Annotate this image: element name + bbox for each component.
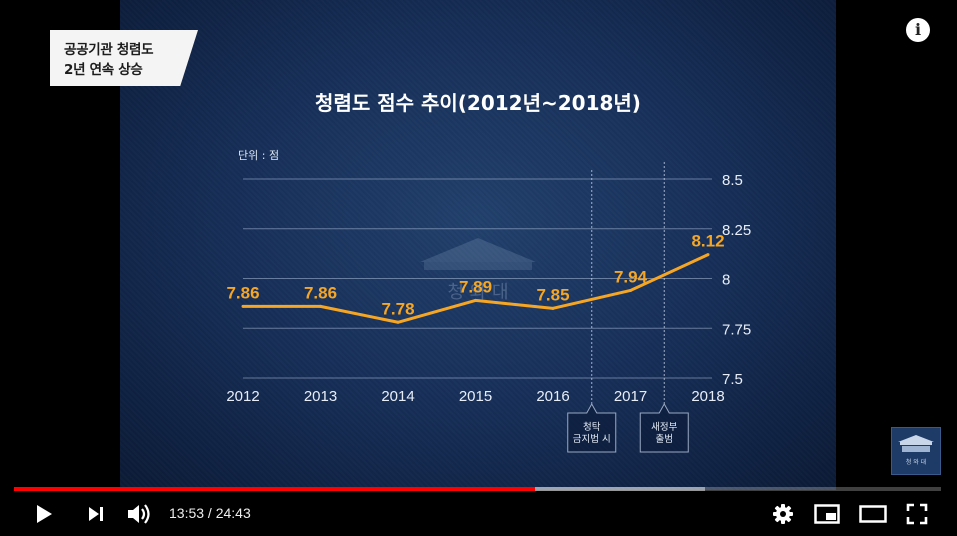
next-button[interactable]	[83, 500, 109, 528]
caption-line-1: 공공기관 청렴도	[64, 42, 154, 58]
data-label: 7.78	[381, 299, 414, 318]
y-tick-label: 8.25	[722, 222, 751, 239]
miniplayer-icon	[814, 504, 840, 524]
data-point	[474, 298, 477, 302]
fullscreen-icon	[906, 503, 928, 525]
x-tick-label: 2013	[304, 388, 337, 405]
annotation-text: 새정부	[651, 422, 677, 433]
x-tick-label: 2012	[226, 388, 259, 405]
info-icon[interactable]: i	[906, 18, 930, 42]
data-point	[551, 306, 555, 310]
data-label: 7.86	[304, 283, 337, 302]
volume-icon	[128, 504, 150, 524]
theater-mode-icon	[859, 505, 887, 523]
blue-house-logo-icon: 청 와 대	[898, 435, 934, 466]
chart-unit-label: 단위 : 점	[238, 149, 279, 162]
x-tick-label: 2018	[691, 388, 724, 405]
theater-mode-button[interactable]	[857, 500, 889, 528]
miniplayer-button[interactable]	[812, 500, 842, 528]
settings-button[interactable]	[769, 500, 797, 528]
watermark-roof	[420, 238, 536, 262]
x-tick-label: 2014	[381, 388, 414, 405]
volume-button[interactable]	[124, 500, 154, 528]
annotation-box	[639, 402, 689, 453]
play-button[interactable]	[30, 500, 58, 528]
data-label: 7.86	[226, 283, 259, 302]
y-tick-label: 8	[722, 272, 730, 289]
data-label: 7.94	[614, 267, 648, 286]
annotation-box	[567, 402, 617, 453]
data-point	[241, 304, 245, 308]
y-tick-label: 8.5	[722, 172, 743, 189]
gear-icon	[773, 504, 793, 524]
channel-logo[interactable]: 청 와 대	[891, 427, 941, 475]
time-display: 13:53 / 24:43	[169, 505, 251, 521]
data-point	[396, 320, 400, 324]
caption-line-2: 2년 연속 상승	[64, 62, 143, 78]
channel-logo-text: 청 와 대	[906, 458, 926, 466]
fullscreen-button[interactable]	[903, 500, 931, 528]
line-chart: 청렴도 점수 추이(2012년~2018년) 단위 : 점청 와 대 8.5 8.25…	[226, 91, 751, 453]
chart-title: 청렴도 점수 추이(2012년~2018년)	[315, 91, 641, 115]
chart-watermark: 청 와 대	[447, 282, 508, 303]
annotation-text: 출범	[656, 434, 673, 445]
data-label: 7.89	[459, 277, 492, 296]
x-tick-label: 2015	[459, 388, 492, 405]
watermark-building	[424, 262, 532, 270]
data-label: 7.85	[536, 285, 569, 304]
annotation-text: 금지법 시	[573, 434, 611, 445]
x-tick-label: 2016	[536, 388, 569, 405]
progress-played	[14, 487, 535, 491]
x-tick-label: 2017	[614, 388, 647, 405]
annotation-text: 청탁	[583, 421, 601, 433]
data-point	[319, 304, 322, 308]
progress-bar[interactable]	[14, 487, 941, 491]
y-tick-label: 7.75	[722, 321, 751, 338]
y-tick-label: 7.5	[722, 371, 743, 388]
play-icon	[37, 505, 52, 523]
video-frame	[120, 0, 836, 490]
caption-box: 공공기관 청렴도 2년 연속 상승	[50, 30, 198, 86]
data-point	[629, 288, 632, 292]
skip-next-icon	[89, 507, 103, 521]
data-label: 8.12	[691, 232, 724, 251]
data-point	[706, 253, 710, 257]
